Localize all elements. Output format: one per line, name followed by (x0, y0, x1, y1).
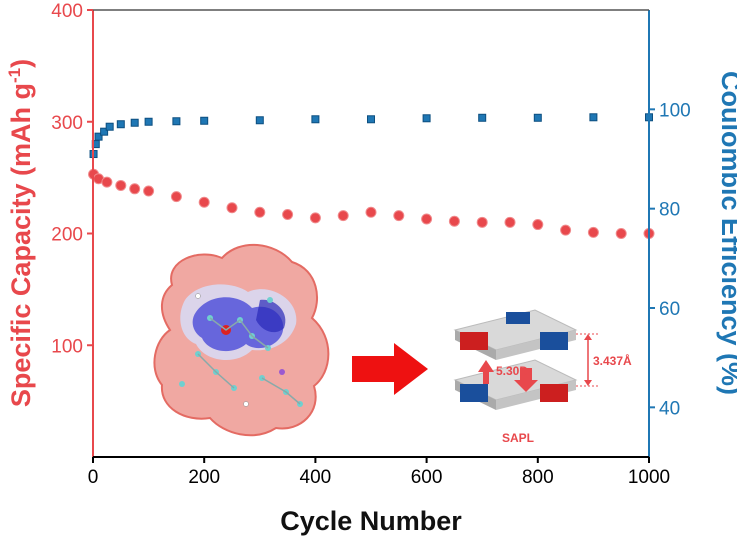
coulombic-efficiency-series (89, 113, 653, 159)
x-tick-label: 1000 (628, 467, 670, 488)
right-tick-label: 100 (659, 100, 691, 121)
capacity-point (129, 183, 141, 195)
x-axis-ticks: 0 200 400 600 800 1000 (88, 457, 670, 488)
capacity-point (282, 209, 294, 221)
right-axis-ticks: 40 60 80 100 (649, 100, 691, 419)
capacity-point (587, 226, 599, 238)
efficiency-point (172, 117, 181, 126)
efficiency-point (105, 122, 114, 131)
y-axis-label-left: Specific Capacity (mAh g-1) (5, 59, 36, 407)
x-axis-label: Cycle Number (280, 506, 462, 536)
left-tick-label: 100 (51, 336, 83, 357)
left-tick-label: 200 (51, 225, 83, 246)
efficiency-point (200, 116, 209, 125)
efficiency-point (422, 114, 431, 123)
left-tick-label: 400 (51, 1, 83, 22)
right-tick-label: 80 (659, 200, 680, 221)
efficiency-point (589, 113, 598, 122)
efficiency-point (367, 115, 375, 124)
capacity-point (615, 228, 627, 239)
efficiency-point (130, 118, 139, 127)
x-tick-label: 800 (522, 467, 554, 488)
x-tick-label: 400 (300, 467, 332, 488)
capacity-point (365, 206, 377, 218)
specific-capacity-series (88, 168, 655, 239)
efficiency-point (100, 127, 109, 136)
sapl-stack-illustration (453, 309, 598, 410)
y-axis-label-right: Coulombic Efficiency (%) (716, 71, 737, 395)
right-tick-label: 40 (659, 398, 680, 419)
capacity-point (309, 212, 321, 224)
efficiency-point (311, 115, 320, 124)
efficiency-point (116, 120, 125, 129)
capacity-point (504, 216, 516, 228)
efficiency-point (144, 117, 153, 126)
capacity-point (393, 210, 405, 222)
left-axis-ticks: 100 200 300 400 (51, 1, 93, 357)
interlayer-distance-label: 3.437Å (593, 353, 632, 368)
dipole-label: 5.30D (496, 364, 528, 378)
capacity-point (532, 219, 544, 231)
capacity-point (170, 191, 182, 203)
sapl-caption: SAPL (502, 431, 534, 445)
x-tick-label: 200 (188, 467, 220, 488)
left-tick-label: 300 (51, 113, 83, 134)
efficiency-point (533, 113, 542, 122)
capacity-point (476, 216, 488, 228)
x-tick-label: 600 (411, 467, 443, 488)
capacity-point (254, 206, 266, 218)
capacity-point (198, 196, 210, 208)
capacity-point (115, 179, 127, 191)
molecule-esp-illustration (153, 244, 330, 437)
capacity-point (143, 185, 155, 197)
efficiency-point (94, 132, 103, 141)
x-tick-label: 0 (88, 467, 99, 488)
capacity-point (421, 213, 433, 225)
capacity-point (226, 202, 238, 214)
capacity-point (101, 176, 113, 188)
efficiency-point (255, 116, 264, 125)
capacity-point (337, 210, 349, 222)
capacity-point (448, 215, 460, 227)
efficiency-point (478, 113, 487, 122)
right-tick-label: 60 (659, 299, 680, 320)
right-arrow-icon (352, 343, 428, 395)
capacity-point (560, 224, 572, 236)
